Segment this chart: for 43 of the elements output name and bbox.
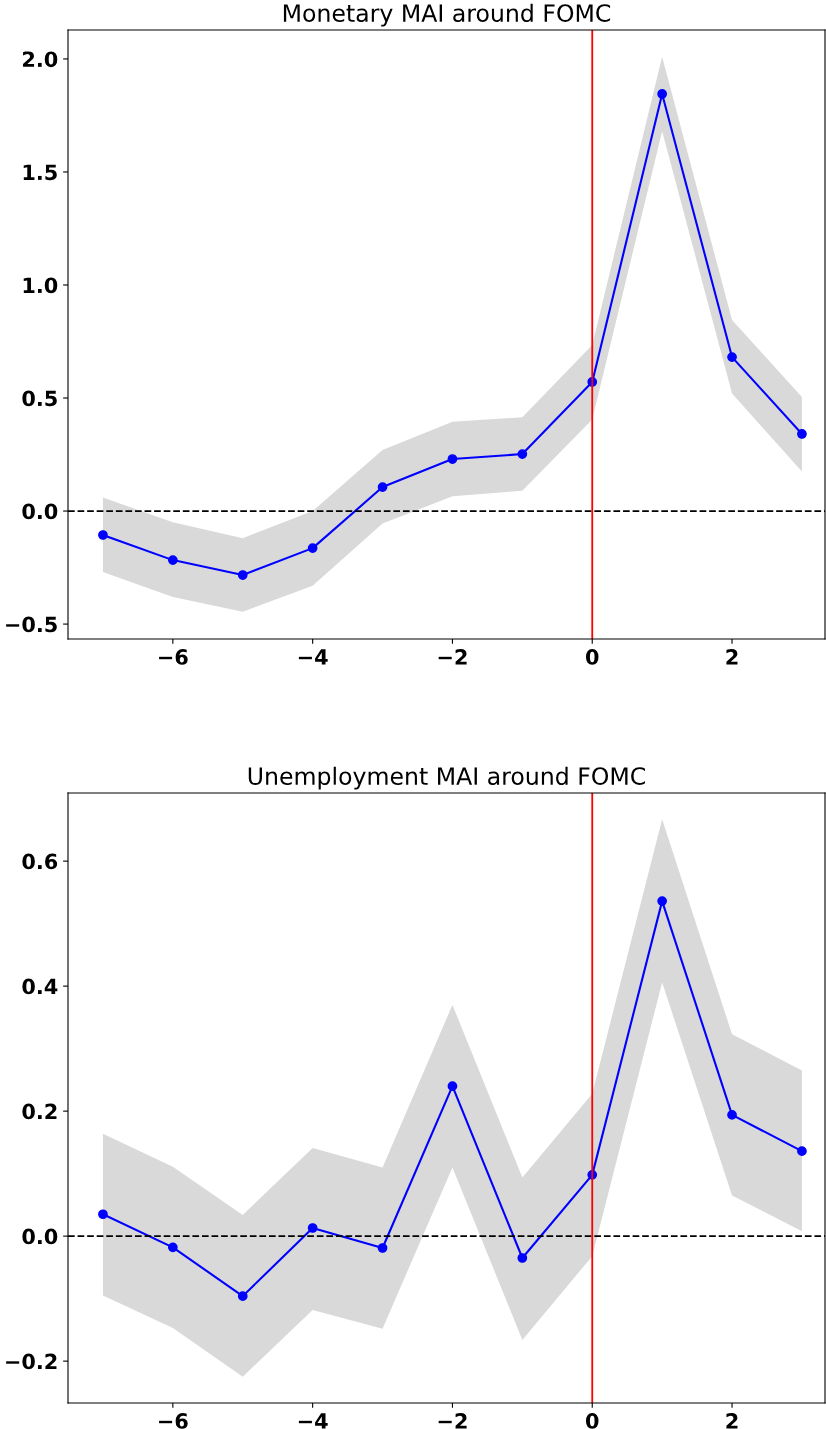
x-tick-label: −2 [438,1413,467,1429]
y-tick-label: 0.0 [22,503,58,520]
x-tick-label: −4 [298,649,328,665]
x-tick-label: 0 [585,1413,599,1429]
y-tick-label: −0.5 [6,616,57,633]
x-tick-label: 2 [726,649,738,665]
point [517,1253,528,1263]
point [98,1209,108,1220]
y-tick-label: 0.4 [22,978,58,995]
point [377,482,388,492]
point [307,1223,318,1233]
chart-title: Monetary MAI around FOMC [283,3,611,27]
point [657,896,667,906]
y-tick-label: 0.2 [22,1103,57,1120]
y-tick-label: 1.0 [23,277,58,294]
point [797,1146,807,1156]
point [237,1291,248,1301]
point [447,454,458,464]
y-tick-label: 0.6 [22,853,58,870]
x-tick-label: −6 [159,649,188,665]
y-tick-label: 1.5 [23,164,57,181]
y-tick-label: 0.0 [22,1228,58,1245]
point [307,543,318,553]
point [797,429,807,439]
point [517,449,528,459]
point [167,555,178,565]
chart-title: Unemployment MAI around FOMC [248,766,645,790]
point [377,1243,388,1253]
point [727,352,737,362]
point [98,530,108,540]
point [447,1081,458,1091]
x-tick-label: 2 [726,1413,738,1429]
x-tick-label: −6 [159,1413,188,1429]
point [237,570,248,580]
x-tick-label: −2 [438,649,467,665]
x-tick-label: 0 [585,649,599,665]
y-tick-label: 0.5 [22,390,57,407]
y-tick-label: 2.0 [23,51,58,68]
point [657,89,667,99]
x-tick-label: −4 [298,1413,328,1429]
y-tick-label: −0.2 [6,1353,57,1370]
point [727,1110,737,1120]
point [167,1242,178,1253]
